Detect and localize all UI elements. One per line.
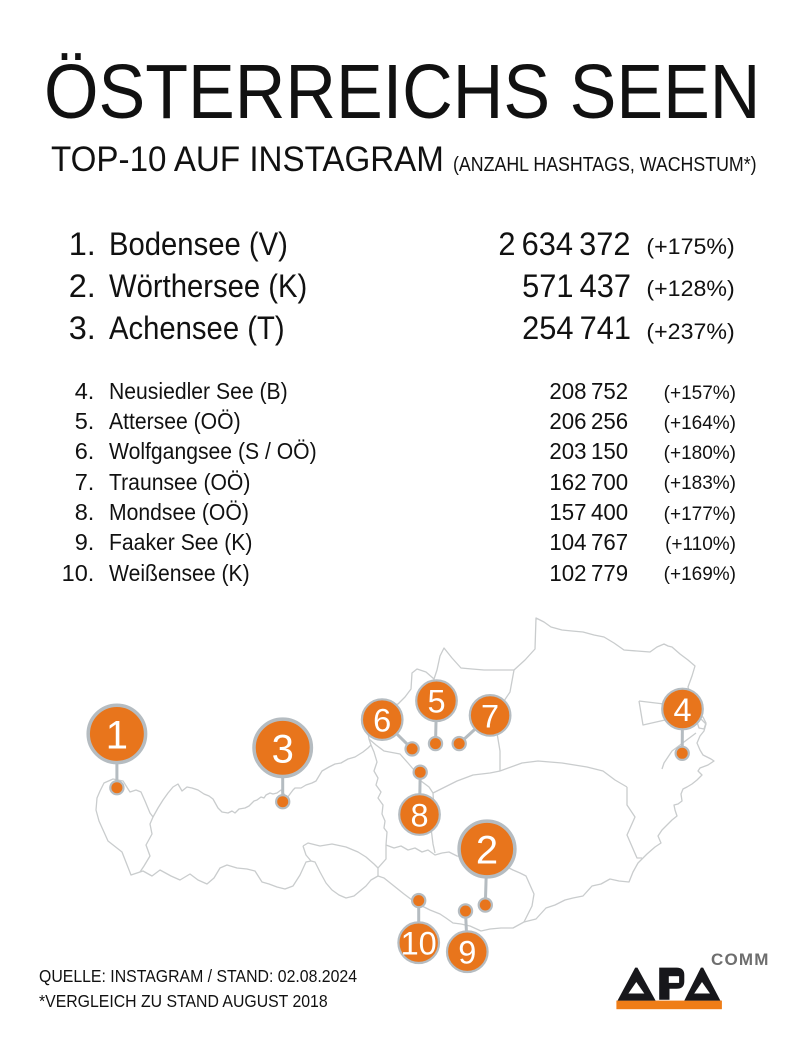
svg-text:8: 8 (410, 798, 428, 834)
svg-text:10: 10 (401, 926, 437, 962)
svg-text:9: 9 (458, 935, 476, 971)
svg-text:1: 1 (106, 713, 128, 757)
svg-text:6: 6 (373, 703, 391, 739)
svg-text:7: 7 (481, 698, 499, 734)
svg-text:COMM: COMM (711, 950, 770, 969)
svg-text:2: 2 (476, 829, 498, 873)
svg-text:5: 5 (427, 684, 445, 720)
svg-text:3: 3 (272, 727, 294, 771)
svg-text:4: 4 (673, 692, 691, 728)
